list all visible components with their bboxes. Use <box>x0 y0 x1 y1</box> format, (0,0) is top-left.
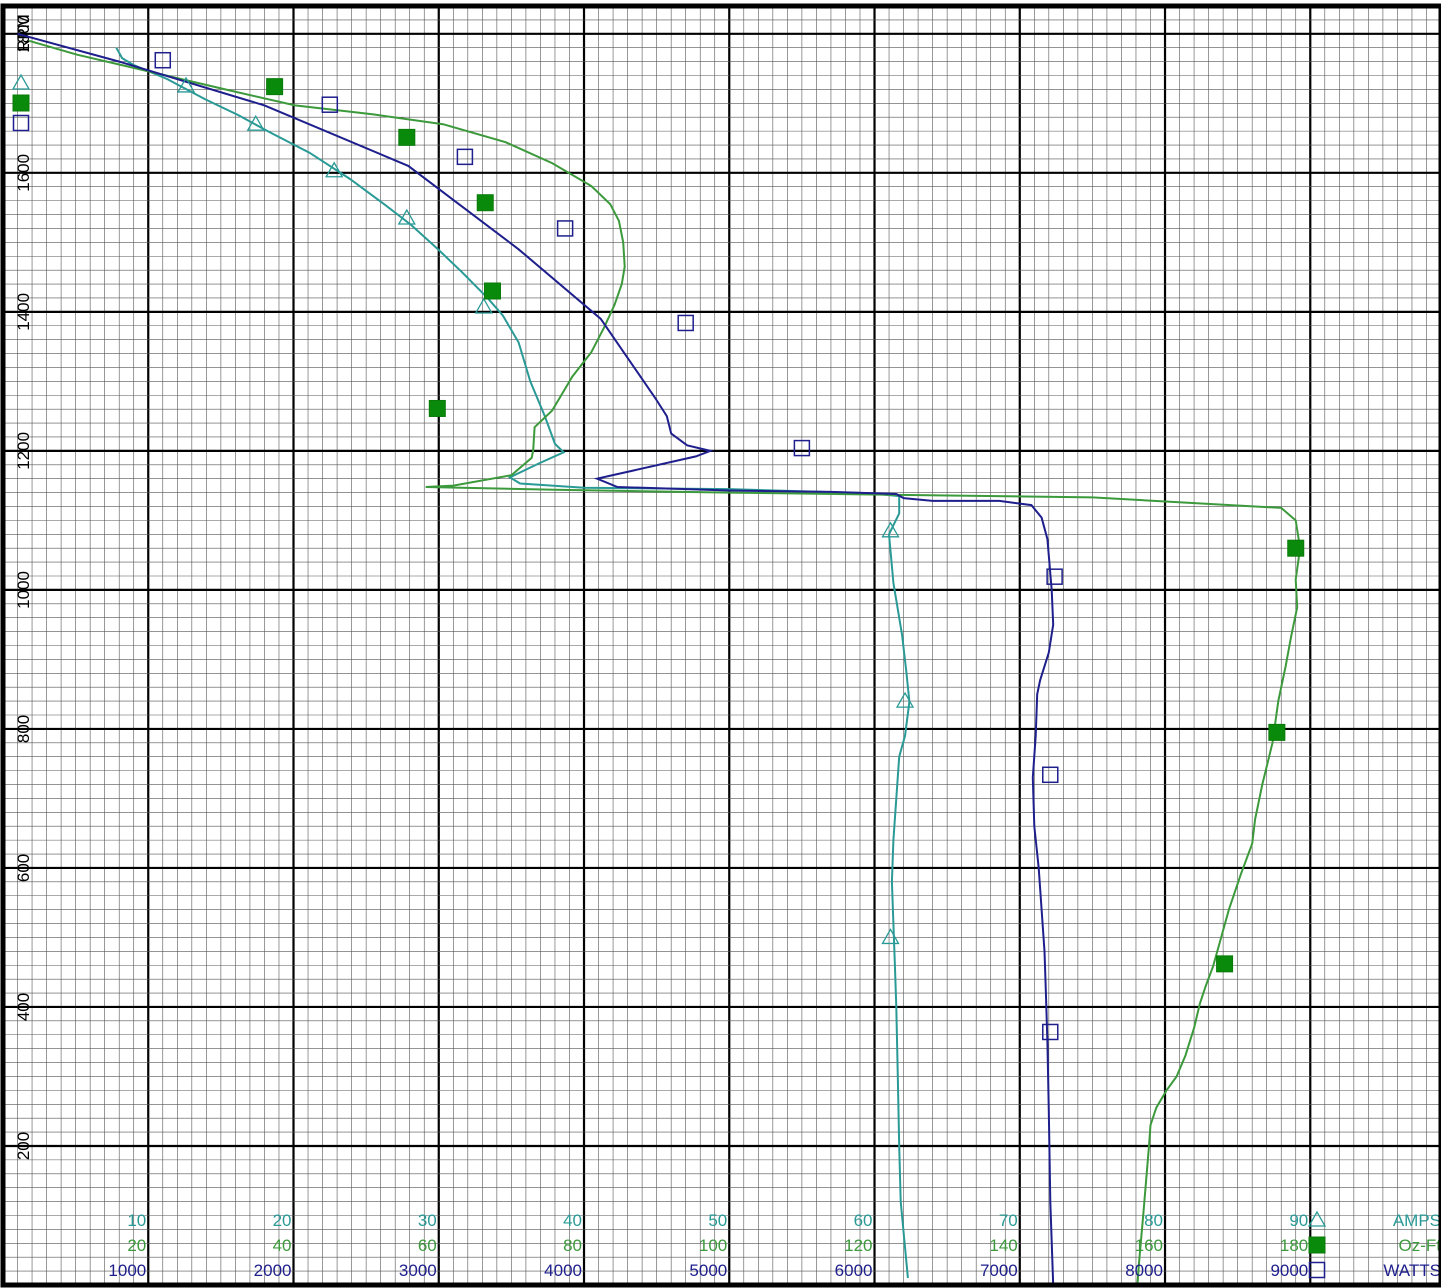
x-axis-ticks: 10 20 30 40 50 60 70 80 90 20 40 60 80 100 120 140 160 18… <box>108 1211 1308 1280</box>
y-tick-label: 400 <box>14 993 33 1021</box>
x-tick-label: 60 <box>854 1211 873 1230</box>
x-tick-label: 5000 <box>689 1261 727 1280</box>
legend-label: WATTS <box>1383 1261 1441 1280</box>
series-marker-amps <box>474 297 493 314</box>
y-tick-label: 1800 <box>14 15 33 53</box>
series-marker-watts <box>677 314 694 332</box>
y-axis-title: RPM <box>14 14 33 52</box>
legend-label: AMPS <box>1393 1211 1441 1230</box>
series-marker-watts <box>321 96 339 113</box>
series-marker-amps <box>176 76 196 93</box>
legend-marker <box>1308 1236 1326 1254</box>
x-tick-label: 4000 <box>544 1261 582 1280</box>
y-tick-label: 1000 <box>14 571 33 609</box>
grid <box>1 5 1441 1287</box>
series-marker-watts <box>1042 766 1059 784</box>
series-marker-ozft <box>476 194 494 212</box>
x-tick-label: 30 <box>418 1211 437 1230</box>
x-tick-label: 8000 <box>1125 1261 1163 1280</box>
series-marker-ozft <box>1287 539 1305 557</box>
series-marker-watts <box>793 439 811 457</box>
y-tick-label: 600 <box>14 854 33 882</box>
y-axis-ticks: 200 400 600 800 1000 1200 1400 1600 1800 <box>14 15 33 1160</box>
x-tick-label: 180 <box>1280 1236 1308 1255</box>
series-line-ozft <box>28 39 1302 1286</box>
series-marker-watts <box>154 51 172 69</box>
legend: AMPS Oz-Ft WATTS <box>11 73 1441 1280</box>
legend-label: Oz-Ft <box>1399 1236 1441 1255</box>
x-tick-label: 40 <box>563 1211 582 1230</box>
series-marker-amps <box>246 114 265 131</box>
y-tick-label: 1600 <box>14 154 33 192</box>
x-tick-label: 100 <box>699 1236 727 1255</box>
y-tick-label: 200 <box>14 1132 33 1160</box>
x-tick-label: 1000 <box>108 1261 146 1280</box>
series-marker-watts <box>456 148 474 166</box>
axis-legend-marker <box>11 73 31 90</box>
x-tick-label: 120 <box>844 1236 872 1255</box>
x-tick-label: 6000 <box>835 1261 873 1280</box>
x-tick-label: 140 <box>989 1236 1017 1255</box>
x-tick-label: 40 <box>273 1236 292 1255</box>
axis-legend-marker <box>12 114 30 132</box>
x-tick-label: 90 <box>1289 1211 1308 1230</box>
y-tick-label: 800 <box>14 715 33 743</box>
series-marker-ozft <box>266 78 284 96</box>
plot-frame <box>0 3 1441 1288</box>
axis-legend-marker <box>12 94 30 112</box>
x-tick-label: 9000 <box>1270 1261 1308 1280</box>
x-tick-label: 3000 <box>399 1261 437 1280</box>
series-marker-ozft <box>428 399 446 417</box>
series-line-watts <box>17 32 1055 1286</box>
x-tick-label: 80 <box>1144 1211 1163 1230</box>
series-marker-amps <box>881 928 900 945</box>
x-tick-label: 20 <box>127 1236 146 1255</box>
x-tick-label: 160 <box>1135 1236 1163 1255</box>
legend-marker <box>1307 1210 1327 1227</box>
series-marker-ozft <box>398 128 416 146</box>
series-line-amps <box>115 47 911 1279</box>
x-tick-label: 60 <box>418 1236 437 1255</box>
x-tick-label: 20 <box>273 1211 292 1230</box>
x-tick-label: 80 <box>563 1236 582 1255</box>
series-marker-ozft <box>484 282 502 300</box>
series-lines <box>17 32 1302 1286</box>
x-tick-label: 70 <box>999 1211 1018 1230</box>
series-markers <box>154 51 1305 1041</box>
x-tick-label: 2000 <box>254 1261 292 1280</box>
x-tick-label: 50 <box>708 1211 727 1230</box>
series-marker-watts <box>1046 568 1063 585</box>
series-marker-ozft <box>1268 723 1286 741</box>
x-tick-label: 10 <box>127 1211 146 1230</box>
y-tick-label: 1400 <box>14 293 33 331</box>
series-marker-watts <box>556 220 574 237</box>
series-marker-watts <box>1042 1023 1059 1041</box>
x-tick-label: 7000 <box>980 1261 1018 1280</box>
series-marker-amps <box>881 521 900 538</box>
series-marker-amps <box>895 691 915 708</box>
y-tick-label: 1200 <box>14 432 33 470</box>
series-marker-amps <box>397 208 416 225</box>
series-marker-ozft <box>1216 955 1234 973</box>
series-marker-amps <box>325 161 344 178</box>
legend-marker <box>1308 1261 1326 1279</box>
